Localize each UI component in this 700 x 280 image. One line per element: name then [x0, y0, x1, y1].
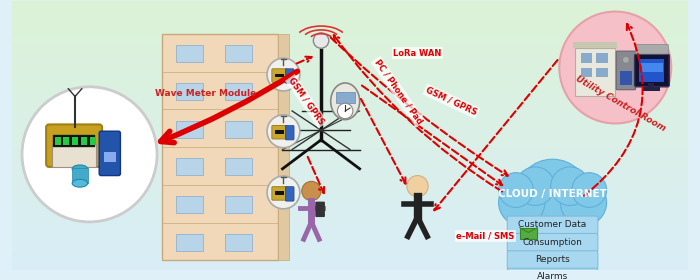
- Circle shape: [498, 173, 533, 207]
- FancyBboxPatch shape: [52, 144, 97, 167]
- Circle shape: [267, 176, 300, 209]
- Bar: [72, 137, 78, 145]
- Bar: [225, 196, 251, 213]
- Bar: [64, 137, 69, 145]
- Text: Utility Control Room: Utility Control Room: [573, 75, 666, 134]
- Bar: [275, 74, 284, 78]
- Bar: [176, 121, 204, 138]
- Bar: [596, 53, 608, 63]
- Bar: [580, 67, 592, 77]
- Text: e-Mail / SMS: e-Mail / SMS: [456, 232, 514, 241]
- FancyBboxPatch shape: [508, 234, 598, 252]
- Bar: [53, 135, 95, 147]
- Bar: [225, 158, 251, 176]
- FancyBboxPatch shape: [286, 125, 294, 140]
- Bar: [104, 152, 116, 162]
- Circle shape: [22, 87, 157, 222]
- Bar: [55, 137, 61, 145]
- Bar: [596, 67, 608, 77]
- Bar: [81, 137, 87, 145]
- Bar: [176, 234, 204, 251]
- Bar: [620, 71, 631, 85]
- FancyBboxPatch shape: [46, 124, 102, 167]
- Bar: [225, 45, 251, 62]
- Circle shape: [407, 176, 428, 197]
- Circle shape: [559, 11, 671, 123]
- Circle shape: [551, 167, 589, 206]
- FancyBboxPatch shape: [272, 125, 287, 139]
- FancyBboxPatch shape: [272, 187, 287, 200]
- Bar: [225, 83, 251, 100]
- FancyBboxPatch shape: [508, 216, 598, 234]
- FancyBboxPatch shape: [162, 34, 278, 260]
- FancyBboxPatch shape: [520, 228, 537, 239]
- Bar: [278, 34, 289, 260]
- FancyBboxPatch shape: [508, 268, 598, 280]
- Bar: [225, 121, 251, 138]
- Ellipse shape: [72, 165, 88, 173]
- FancyBboxPatch shape: [99, 131, 120, 176]
- Bar: [72, 168, 88, 183]
- Bar: [335, 92, 355, 103]
- Text: Consumption: Consumption: [523, 238, 582, 247]
- Circle shape: [267, 58, 300, 91]
- Bar: [176, 83, 204, 100]
- FancyBboxPatch shape: [508, 251, 598, 269]
- Bar: [225, 234, 251, 251]
- Circle shape: [498, 179, 545, 226]
- Bar: [641, 63, 663, 72]
- Circle shape: [314, 33, 329, 48]
- Bar: [176, 45, 204, 62]
- FancyBboxPatch shape: [286, 69, 294, 83]
- Circle shape: [516, 167, 554, 206]
- Bar: [573, 43, 617, 48]
- Text: Alarms: Alarms: [537, 272, 568, 280]
- Bar: [176, 158, 204, 176]
- Bar: [639, 59, 664, 82]
- FancyBboxPatch shape: [636, 44, 668, 54]
- Text: CLOUD / INTERNET: CLOUD / INTERNET: [498, 189, 607, 199]
- Circle shape: [560, 179, 607, 226]
- FancyBboxPatch shape: [616, 51, 636, 90]
- Text: GSM / GPRS: GSM / GPRS: [287, 76, 326, 127]
- Text: Wave Meter Module: Wave Meter Module: [155, 89, 256, 98]
- Bar: [275, 192, 284, 195]
- Bar: [580, 53, 592, 63]
- Bar: [648, 83, 654, 87]
- Bar: [643, 87, 659, 91]
- Text: PC / Phone / Pad: PC / Phone / Pad: [372, 58, 424, 126]
- FancyBboxPatch shape: [286, 187, 294, 201]
- Circle shape: [267, 115, 300, 148]
- Bar: [176, 196, 204, 213]
- Bar: [275, 130, 284, 134]
- FancyBboxPatch shape: [272, 69, 287, 82]
- Circle shape: [302, 181, 321, 201]
- FancyBboxPatch shape: [575, 48, 615, 97]
- Circle shape: [337, 103, 353, 119]
- Ellipse shape: [72, 179, 88, 187]
- FancyBboxPatch shape: [315, 202, 325, 217]
- Bar: [90, 137, 95, 145]
- Circle shape: [516, 159, 589, 232]
- Text: Customer Data: Customer Data: [519, 220, 587, 229]
- Text: LoRa WAN: LoRa WAN: [393, 48, 442, 58]
- Ellipse shape: [330, 83, 360, 120]
- Circle shape: [572, 173, 607, 207]
- Text: GSM / GPRS: GSM / GPRS: [424, 85, 478, 117]
- Text: Reports: Reports: [536, 255, 570, 264]
- Circle shape: [623, 57, 629, 63]
- FancyBboxPatch shape: [635, 54, 669, 87]
